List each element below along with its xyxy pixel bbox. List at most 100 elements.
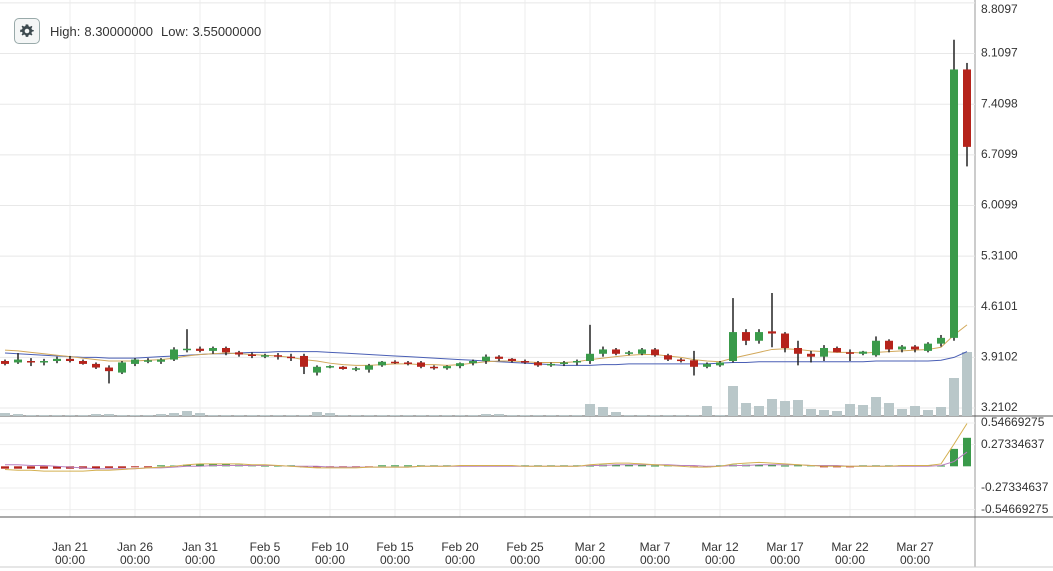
candle-body (248, 354, 256, 357)
candle-body (1, 361, 9, 364)
macd-bar (963, 437, 971, 467)
candle-body (469, 361, 477, 364)
volume-bar (598, 407, 608, 416)
candle-body (586, 353, 594, 362)
candle-body (716, 362, 724, 366)
x-tick-label: Mar 22 (831, 540, 869, 554)
volume-bar (520, 415, 530, 416)
y-tick-label: 7.4098 (981, 96, 1018, 110)
candle-body (417, 362, 425, 367)
candle-body (625, 352, 633, 354)
candle-body (755, 332, 763, 341)
candle-body (690, 360, 698, 367)
candle-body (443, 366, 451, 369)
volume-bar (65, 415, 75, 416)
candle-body (872, 340, 880, 356)
candle-body (157, 359, 165, 362)
volume-bar (481, 414, 491, 416)
volume-bar (39, 415, 49, 416)
macd-bar (40, 466, 48, 469)
macd-bar (378, 465, 386, 467)
candle-body (677, 359, 685, 362)
candle-body (768, 331, 776, 334)
x-tick-label: Feb 10 (311, 540, 349, 554)
volume-bar (546, 415, 556, 416)
candle-body (924, 343, 932, 351)
y-tick-label: 8.1097 (981, 46, 1018, 60)
volume-bar (533, 415, 543, 416)
candle-body (807, 353, 815, 357)
x-tick-label: Mar 12 (701, 540, 739, 554)
high-label: High: (50, 23, 81, 39)
volume-bar (702, 406, 712, 416)
candle-body (287, 356, 295, 359)
candle-body (612, 349, 620, 354)
volume-bar (273, 415, 283, 416)
x-tick-time: 00:00 (575, 553, 605, 567)
x-tick-label: Feb 15 (376, 540, 414, 554)
volume-bar (897, 409, 907, 416)
candle-body (846, 352, 854, 354)
volume-bar (91, 414, 101, 416)
volume-bar (26, 415, 36, 416)
volume-bar (104, 414, 114, 416)
volume-bar (507, 415, 517, 416)
candle-body (391, 361, 399, 364)
volume-bar (403, 415, 413, 416)
x-tick-time: 00:00 (835, 553, 865, 567)
x-tick-time: 00:00 (510, 553, 540, 567)
volume-bar (455, 415, 465, 416)
y-tick-label: 0.54669275 (981, 415, 1045, 429)
candle-body (456, 363, 464, 367)
x-tick-time: 00:00 (250, 553, 280, 567)
y-tick-label: 0.27334637 (981, 437, 1045, 451)
x-tick-label: Mar 2 (575, 540, 606, 554)
candle-body (885, 340, 893, 350)
candle-body (209, 347, 217, 351)
candle-body (40, 361, 48, 363)
volume-bar (871, 397, 881, 416)
settings-button[interactable] (14, 18, 40, 44)
header: High: 8.30000000 Low: 3.55000000 (14, 18, 265, 44)
candle-body (859, 351, 867, 354)
candle-body (664, 355, 672, 360)
volume-bar (0, 413, 10, 416)
macd-bar (183, 464, 191, 467)
volume-bar (416, 415, 426, 416)
gear-icon (20, 24, 34, 37)
macd-bar (638, 464, 646, 467)
macd-bar (768, 464, 776, 467)
volume-bar (182, 411, 192, 416)
volume-bar (754, 406, 764, 416)
candle-body (274, 355, 282, 357)
candle-body (508, 358, 516, 362)
x-tick-time: 00:00 (120, 553, 150, 567)
candle-body (118, 362, 126, 373)
candle-body (950, 69, 958, 338)
volume-bar (442, 415, 452, 416)
macd-bar (105, 466, 113, 468)
volume-bar (611, 412, 621, 416)
macd-bar (404, 465, 412, 467)
y-tick-label: 6.7099 (981, 147, 1018, 161)
candle-body (560, 362, 568, 364)
volume-bar (52, 415, 62, 416)
y-tick-label: 5.3100 (981, 248, 1018, 262)
volume-bar (689, 415, 699, 416)
volume-bar (260, 415, 270, 416)
x-tick-time: 00:00 (445, 553, 475, 567)
volume-bar (234, 415, 244, 416)
x-tick-time: 00:00 (770, 553, 800, 567)
y-tick-label: -0.54669275 (981, 502, 1049, 516)
x-tick-label: Mar 17 (766, 540, 804, 554)
macd-bar (781, 465, 789, 467)
candle-body (66, 358, 74, 362)
volume-bar (117, 415, 127, 416)
candle-body (27, 361, 35, 363)
macd-bar (651, 465, 659, 467)
candle-body (794, 347, 802, 354)
candle-body (352, 368, 360, 370)
candle-body (131, 359, 139, 364)
